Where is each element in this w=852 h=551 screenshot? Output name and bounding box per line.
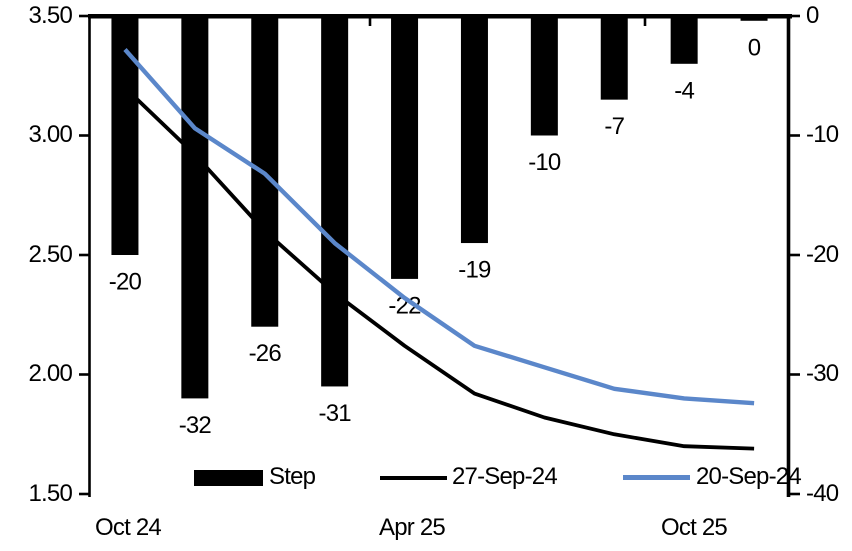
bar-label: -20 — [109, 269, 142, 296]
line-20-sep-24 — [123, 48, 755, 406]
bar-step — [460, 18, 488, 244]
bar-label: -4 — [674, 77, 694, 104]
legend-label-27-sep-24: 27-Sep-24 — [452, 463, 558, 490]
x-axis-label: Oct 24 — [95, 514, 162, 541]
bar-step — [740, 18, 768, 21]
legend-label-step: Step — [269, 463, 316, 490]
right-axis-tick-label: -40 — [806, 480, 839, 507]
bar-label: -7 — [604, 113, 624, 140]
bar-label: -32 — [179, 412, 212, 439]
bar-step — [391, 18, 419, 279]
bar-label: -10 — [528, 149, 561, 176]
bar-step — [600, 18, 628, 100]
bar-step — [321, 18, 349, 387]
bar-step — [670, 18, 698, 64]
left-axis-tick-label: 2.50 — [28, 241, 72, 268]
bar-label: -26 — [249, 340, 282, 367]
line-swatch-27-sep-24 — [380, 476, 447, 480]
line-swatch-20-sep-24 — [623, 475, 690, 480]
right-axis-tick-label: 0 — [806, 2, 819, 29]
x-axis-label: Oct 25 — [661, 514, 728, 541]
right-axis-tick-label: -30 — [806, 360, 839, 387]
left-axis-tick-label: 1.50 — [28, 480, 72, 507]
step-bar-swatch — [194, 470, 263, 486]
legend-label-20-sep-24: 20-Sep-24 — [696, 463, 802, 490]
left-axis-tick-label: 3.00 — [28, 121, 72, 148]
left-axis-tick-label: 3.50 — [28, 2, 72, 29]
bar-step — [181, 18, 209, 399]
left-axis-tick-label: 2.00 — [28, 360, 72, 387]
bar-label: -31 — [319, 400, 352, 427]
bar-step — [111, 18, 139, 255]
right-axis-tick-label: -20 — [806, 241, 839, 268]
right-axis-tick-label: -10 — [806, 121, 839, 148]
x-axis-label: Apr 25 — [379, 514, 446, 541]
bar-step — [530, 18, 558, 136]
bar-label: -19 — [458, 257, 491, 284]
bar-label: 0 — [748, 34, 761, 61]
line-27-sep-24 — [123, 86, 755, 451]
